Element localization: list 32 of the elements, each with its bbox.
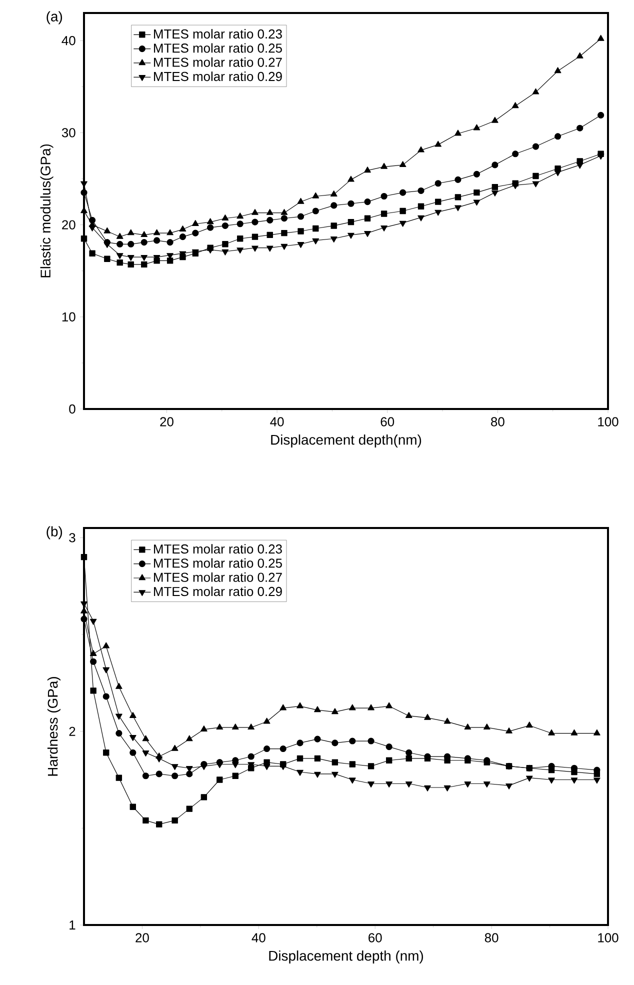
y-tick-label: 2 bbox=[69, 726, 76, 736]
legend-label: MTES molar ratio 0.29 bbox=[154, 72, 282, 82]
x-tick-label: 80 bbox=[491, 417, 504, 426]
chart-title: (b) bbox=[46, 526, 62, 540]
legend-label: MTES molar ratio 0.27 bbox=[154, 57, 282, 67]
x-axis-title: Displacement depth (nm) bbox=[269, 950, 424, 964]
x-tick-label: 100 bbox=[598, 933, 618, 942]
y-tick-label: 30 bbox=[62, 128, 76, 138]
x-tick-label: 40 bbox=[270, 417, 284, 426]
legend-label: MTES molar ratio 0.25 bbox=[154, 558, 282, 568]
legend-label: MTES molar ratio 0.23 bbox=[154, 29, 282, 39]
legend-label: MTES molar ratio 0.27 bbox=[154, 572, 282, 582]
legend-label: MTES molar ratio 0.23 bbox=[154, 544, 282, 554]
x-tick-label: 80 bbox=[484, 933, 498, 942]
x-tick-label: 20 bbox=[136, 933, 149, 942]
y-tick-label: 40 bbox=[62, 36, 76, 46]
x-tick-label: 60 bbox=[368, 933, 382, 942]
x-axis-title: Displacement depth(nm) bbox=[271, 434, 422, 448]
y-tick-label: 20 bbox=[62, 220, 76, 230]
y-axis-title: Hardness (GPa) bbox=[47, 677, 60, 776]
legend-label: MTES molar ratio 0.29 bbox=[154, 586, 282, 596]
chart-title: (a) bbox=[46, 11, 62, 24]
x-tick-label: 20 bbox=[160, 417, 174, 426]
x-tick-label: 100 bbox=[598, 417, 618, 426]
y-tick-label: 1 bbox=[70, 920, 76, 930]
y-axis-title: Elastic modulus(GPa) bbox=[40, 144, 54, 278]
legend-label: MTES molar ratio 0.25 bbox=[154, 43, 282, 53]
y-tick-label: 3 bbox=[69, 533, 76, 542]
y-tick-label: 10 bbox=[62, 312, 76, 322]
y-tick-label: 0 bbox=[69, 404, 76, 414]
x-tick-label: 40 bbox=[252, 933, 266, 942]
x-tick-label: 60 bbox=[380, 417, 394, 426]
